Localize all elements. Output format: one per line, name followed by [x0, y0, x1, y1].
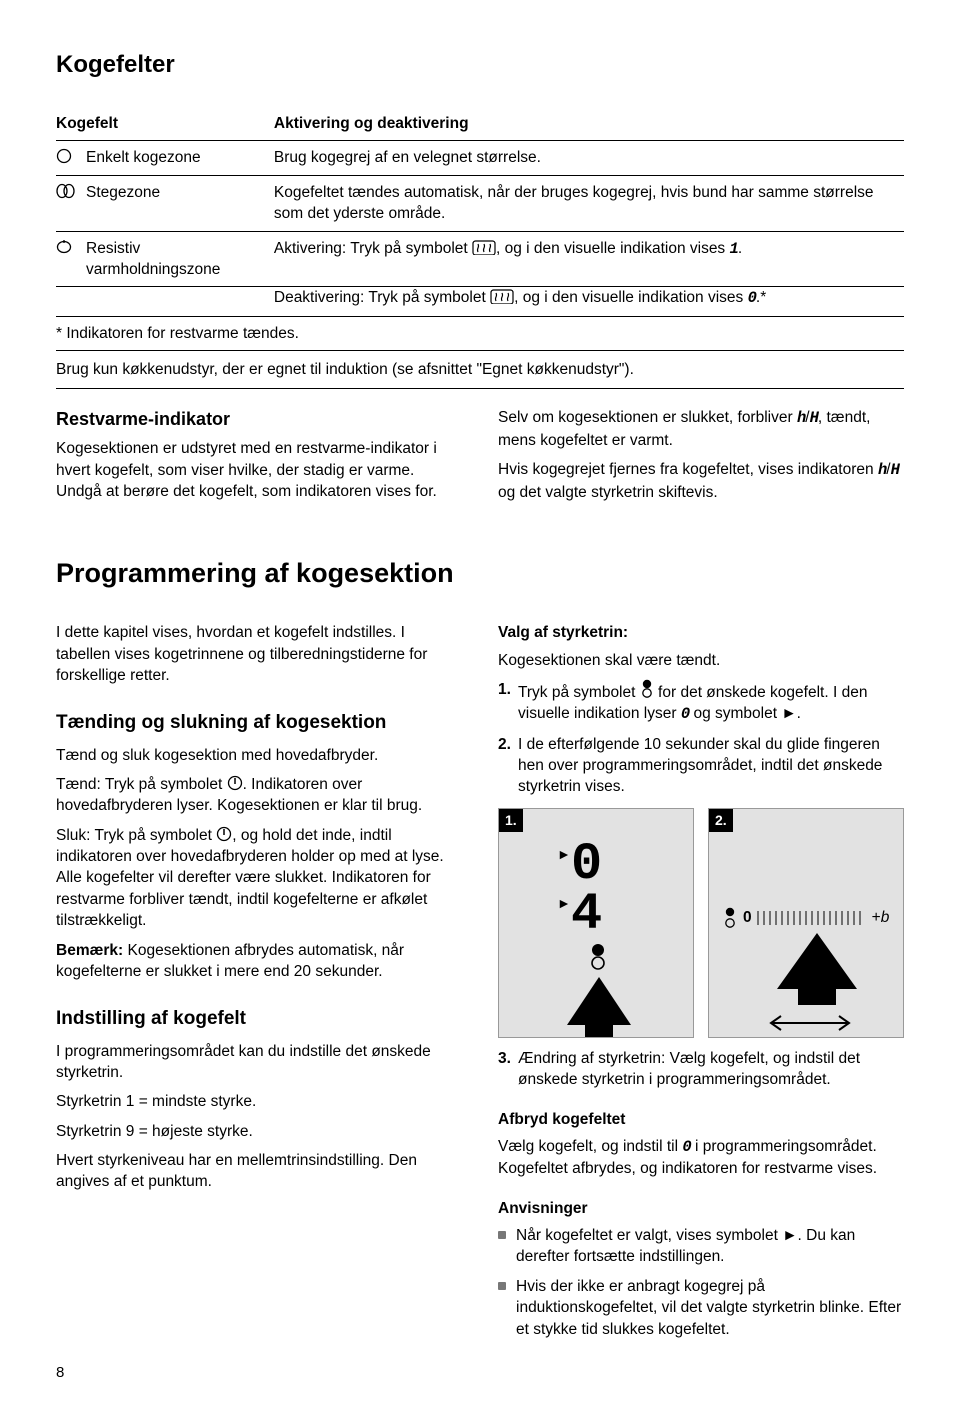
th-left: Kogefelt — [56, 109, 274, 141]
body-text: Vælg kogefelt, og indstil til 0 i progra… — [498, 1136, 904, 1180]
display-digit: 0 — [571, 839, 602, 891]
subheading: Valg af styrketrin: — [498, 622, 904, 643]
table-row: Enkelt kogezone Brug kogegrej af en vele… — [56, 141, 904, 175]
figure-2: 2. 0 +b — [708, 808, 904, 1038]
body-text: Sluk: Tryk på symbolet , og hold det ind… — [56, 825, 462, 932]
note-text: Bemærk: Kogesektionen afbrydes automatis… — [56, 940, 462, 983]
subheading: Tænding og slukning af kogesektion — [56, 710, 462, 736]
page-number: 8 — [56, 1363, 64, 1384]
table-row: Stegezone Kogefeltet tændes automatisk, … — [56, 175, 904, 231]
table-row: Deaktivering: Tryk på symbolet , og i de… — [56, 287, 904, 316]
scale-start: 0 — [743, 907, 752, 928]
subheading: Indstilling af kogefelt — [56, 1006, 462, 1032]
footnote: * Indikatoren for restvarme tændes. — [56, 316, 904, 350]
scale-plus: + — [872, 907, 881, 928]
slider-scale-icon — [756, 909, 868, 927]
after-table-note: Brug kun køkkenudstyr, der er egnet til … — [56, 359, 904, 389]
body-text: Kogesektionen er udstyret med en restvar… — [56, 438, 462, 502]
kogefelt-table: Kogefelt Aktivering og deaktivering Enke… — [56, 109, 904, 351]
power-icon — [216, 826, 232, 842]
body-text: Tænd: Tryk på symbolet . Indikatoren ove… — [56, 774, 462, 817]
figure-label: 1. — [499, 809, 523, 832]
body-text: Hvert styrkeniveau har en mellemtrinsind… — [56, 1150, 462, 1193]
step-item: 3.Ændring af styrketrin: Vælg kogefelt, … — [498, 1048, 904, 1091]
body-text: Styrketrin 9 = højeste styrke. — [56, 1121, 462, 1142]
waves-icon — [490, 288, 514, 304]
play-icon: ► — [557, 894, 571, 913]
figure-1: 1. 0 ► ► 4 — [498, 808, 694, 1038]
row-desc: Kogefeltet tændes automatisk, når der br… — [274, 175, 904, 231]
intro-text: I dette kapitel vises, hvordan et kogefe… — [56, 622, 462, 686]
arrow-stem — [585, 1023, 613, 1037]
row-label: Resistiv varmholdningszone — [86, 231, 274, 287]
double-zone-icon — [56, 183, 76, 199]
row-desc: Brug kogegrej af en velegnet størrelse. — [274, 141, 904, 175]
keepwarm-icon — [56, 238, 72, 256]
subheading: Afbryd kogefeltet — [498, 1109, 904, 1130]
body-text: Kogesektionen skal være tændt. — [498, 650, 904, 671]
row-label: Enkelt kogezone — [86, 141, 274, 175]
zone-select-icon — [640, 679, 654, 699]
th-right: Aktivering og deaktivering — [274, 109, 904, 141]
single-zone-icon — [56, 148, 72, 164]
play-icon: ► — [557, 845, 571, 864]
display-digit: 4 — [571, 889, 602, 941]
row-desc: Aktivering: Tryk på symbolet , og i den … — [274, 231, 904, 287]
arrow-up-icon — [567, 977, 631, 1025]
figure-group: 1. 0 ► ► 4 2. 0 — [498, 808, 904, 1038]
power-icon — [227, 775, 243, 791]
subheading: Anvisninger — [498, 1198, 904, 1219]
body-text: Selv om kogesektionen er slukket, forbli… — [498, 407, 904, 451]
page-title: Kogefelter — [56, 48, 904, 81]
body-text: Styrketrin 1 = mindste styrke. — [56, 1091, 462, 1112]
body-text: Hvis kogegrejet fjernes fra kogefeltet, … — [498, 459, 904, 503]
scale-end: b — [881, 907, 890, 928]
row-label: Stegezone — [86, 175, 274, 231]
figure-label: 2. — [709, 809, 733, 832]
arrow-up-icon — [777, 933, 857, 989]
zone-select-icon — [723, 907, 737, 929]
restvarme-heading: Restvarme-indikator — [56, 407, 462, 432]
slide-arrows-icon — [765, 1013, 855, 1033]
body-text: Tænd og sluk kogesektion med hovedafbryd… — [56, 745, 462, 766]
table-row: Resistiv varmholdningszone Aktivering: T… — [56, 231, 904, 287]
section-title: Programmering af kogesektion — [56, 555, 904, 592]
list-item: Når kogefeltet er valgt, vises symbolet … — [498, 1225, 904, 1268]
step-item: 1. Tryk på symbolet for det ønskede koge… — [498, 679, 904, 726]
step-item: 2.I de efterfølgende 10 sekunder skal du… — [498, 734, 904, 798]
arrow-stem — [798, 987, 836, 1005]
body-text: I programmeringsområdet kan du indstille… — [56, 1041, 462, 1084]
list-item: Hvis der ikke er anbragt kogegrej på ind… — [498, 1276, 904, 1340]
row-desc: Deaktivering: Tryk på symbolet , og i de… — [274, 287, 904, 316]
table-footnote-row: * Indikatoren for restvarme tændes. — [56, 316, 904, 350]
zone-select-icon — [589, 943, 607, 971]
waves-icon — [472, 239, 496, 255]
